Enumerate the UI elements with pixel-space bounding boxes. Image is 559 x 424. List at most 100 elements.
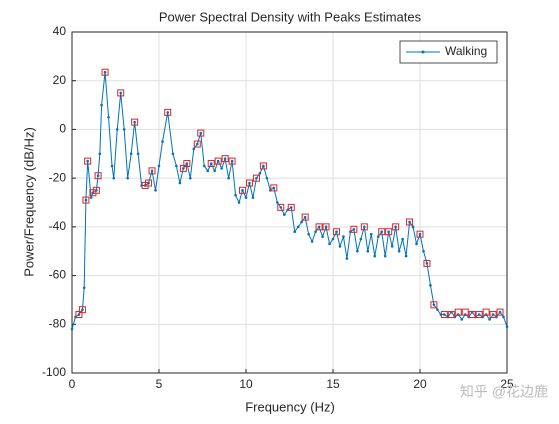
series-point xyxy=(460,318,464,321)
series-point xyxy=(335,230,338,234)
series-point xyxy=(363,225,366,229)
peak-marker xyxy=(350,225,358,233)
series-point xyxy=(317,225,321,229)
series-point xyxy=(390,245,394,248)
series-point xyxy=(107,115,110,119)
series-point xyxy=(241,189,244,192)
watermark: 知乎 @花边鹿 xyxy=(460,384,548,400)
series-point xyxy=(265,176,269,180)
peak-marker xyxy=(332,228,340,236)
series-point xyxy=(157,164,161,168)
series-point xyxy=(98,152,102,156)
series-point xyxy=(432,303,436,307)
series-point xyxy=(185,162,189,165)
series-point xyxy=(230,159,234,163)
series-point xyxy=(356,249,359,253)
series-point xyxy=(293,230,297,234)
series-point xyxy=(110,164,114,168)
series-point xyxy=(115,128,119,131)
series-point xyxy=(276,201,279,204)
series-point xyxy=(338,245,342,248)
peak-marker xyxy=(416,230,424,238)
legend-label: Walking xyxy=(445,44,487,58)
series-point xyxy=(216,159,220,163)
peak-marker xyxy=(287,203,295,211)
peak-marker xyxy=(164,108,172,116)
series-point xyxy=(352,227,356,231)
peak-marker xyxy=(148,167,156,175)
series-point xyxy=(96,174,100,178)
series-point xyxy=(84,198,88,202)
series-point xyxy=(307,232,310,236)
series-point xyxy=(502,315,505,319)
y-tick-label: -20 xyxy=(49,170,67,184)
series-point xyxy=(161,140,164,143)
series-point xyxy=(103,70,107,74)
series-point xyxy=(289,206,293,209)
series-point xyxy=(310,240,314,243)
series-point xyxy=(422,249,425,253)
peak-marker xyxy=(228,157,236,165)
peak-marker xyxy=(259,162,267,170)
series-point xyxy=(345,257,349,260)
peak-marker xyxy=(475,311,483,319)
series-point xyxy=(223,157,227,160)
legend-box xyxy=(399,40,498,64)
peak-marker xyxy=(270,184,278,192)
series-point xyxy=(477,313,481,316)
y-tick-label: -60 xyxy=(49,268,67,282)
x-tick-label: 15 xyxy=(326,377,340,391)
series-point xyxy=(154,189,157,192)
x-tick-label: 5 xyxy=(156,377,163,391)
series-point xyxy=(237,201,241,204)
series-point xyxy=(411,225,415,229)
peak-marker xyxy=(82,196,90,204)
peak-marker xyxy=(197,129,205,137)
axes-box xyxy=(71,31,508,374)
peak-marker xyxy=(406,218,414,226)
peak-marker xyxy=(193,140,201,148)
series-point xyxy=(418,232,422,236)
series-point xyxy=(244,196,248,199)
series-point xyxy=(303,215,307,219)
series-point xyxy=(366,249,370,253)
series-point xyxy=(279,206,283,209)
series-point xyxy=(408,220,411,224)
peak-marker xyxy=(315,223,323,231)
series-point xyxy=(498,310,502,314)
series-point xyxy=(202,164,206,168)
x-tick-label: 0 xyxy=(69,377,76,391)
series-point xyxy=(82,286,86,290)
y-axis-label: Power/Frequency (dB/Hz) xyxy=(21,127,36,277)
series-point xyxy=(328,242,331,246)
series-point xyxy=(321,235,324,238)
y-tick-label: 20 xyxy=(53,73,67,87)
series-point xyxy=(189,176,192,180)
peak-marker xyxy=(482,308,490,316)
series-point xyxy=(359,237,363,241)
y-tick-label: -40 xyxy=(49,219,67,233)
series-point xyxy=(100,103,103,107)
series-point xyxy=(77,313,81,316)
series-point xyxy=(86,159,89,163)
x-axis-label: Frequency (Hz) xyxy=(245,399,335,414)
peak-marker xyxy=(101,68,109,76)
peak-marker xyxy=(252,174,260,182)
series-point xyxy=(429,284,432,287)
series-point xyxy=(342,235,345,238)
peak-marker xyxy=(145,179,153,187)
peak-marker xyxy=(117,89,125,97)
series-point xyxy=(150,169,154,173)
peak-marker xyxy=(454,308,462,316)
peak-marker xyxy=(214,157,222,165)
series-point xyxy=(234,193,237,197)
peak-marker xyxy=(221,155,229,163)
series-point xyxy=(192,147,196,151)
y-tick-label: -100 xyxy=(42,365,66,379)
peak-marker xyxy=(447,311,455,319)
series-point xyxy=(383,254,387,258)
peak-marker xyxy=(385,228,393,236)
series-point xyxy=(300,220,303,224)
series-point xyxy=(175,164,178,168)
